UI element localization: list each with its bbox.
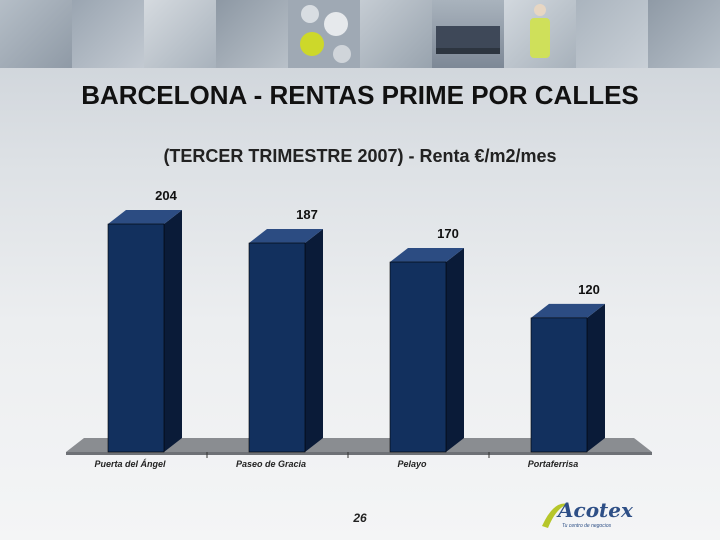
category-tick-label: Paseo de Gracia — [236, 459, 306, 469]
bar-value-label: 170 — [437, 226, 459, 241]
bar-top — [108, 210, 182, 224]
bar-side — [587, 303, 605, 452]
banner-photo-shelves — [72, 0, 144, 68]
category-tick-label: Pelayo — [397, 459, 427, 469]
banner-photo-scarf — [432, 0, 504, 68]
bar-top — [249, 229, 323, 243]
page-number: 26 — [353, 511, 367, 525]
banner-photo-store — [648, 0, 720, 68]
banner-photo-model — [504, 0, 576, 68]
logo-brand: Acotex — [558, 498, 633, 522]
bar-value-label: 187 — [296, 207, 318, 222]
bar-side — [446, 248, 464, 452]
banner-photo-mannequin — [576, 0, 648, 68]
bar-top — [390, 248, 464, 262]
scarf-icon — [436, 26, 500, 54]
banner-photo-bedroom — [144, 0, 216, 68]
banner-photo-fabric — [360, 0, 432, 68]
category-tick-label: Puerta del Ángel — [94, 459, 166, 469]
page-subtitle: (TERCER TRIMESTRE 2007) - Renta €/m2/mes — [163, 146, 557, 166]
bar — [107, 223, 165, 453]
banner-photo-clothes-rack — [0, 0, 72, 68]
bar — [389, 261, 447, 453]
acotex-logo: Acotex Tu centro de negocios — [540, 498, 633, 532]
model-icon — [530, 4, 550, 58]
buttons-icon — [300, 5, 351, 63]
logo-swoosh-icon — [542, 503, 568, 528]
bar-side — [164, 210, 182, 452]
page-title: BARCELONA - RENTAS PRIME POR CALLES — [81, 80, 639, 110]
bar-side — [305, 229, 323, 452]
chart-floor-edge — [66, 452, 652, 455]
bar-value-label: 204 — [155, 188, 177, 203]
bar-top — [531, 303, 605, 318]
bar — [248, 242, 306, 453]
banner-photo-textile — [216, 0, 288, 68]
bar-value-label: 120 — [578, 282, 600, 297]
logo-tagline: Tu centro de negocios — [562, 523, 612, 529]
bar — [530, 317, 588, 453]
banner-photo-buttons — [288, 0, 360, 68]
chart-floor — [66, 438, 652, 452]
header-banner — [0, 0, 720, 68]
category-tick-label: Portaferrisa — [528, 459, 579, 469]
